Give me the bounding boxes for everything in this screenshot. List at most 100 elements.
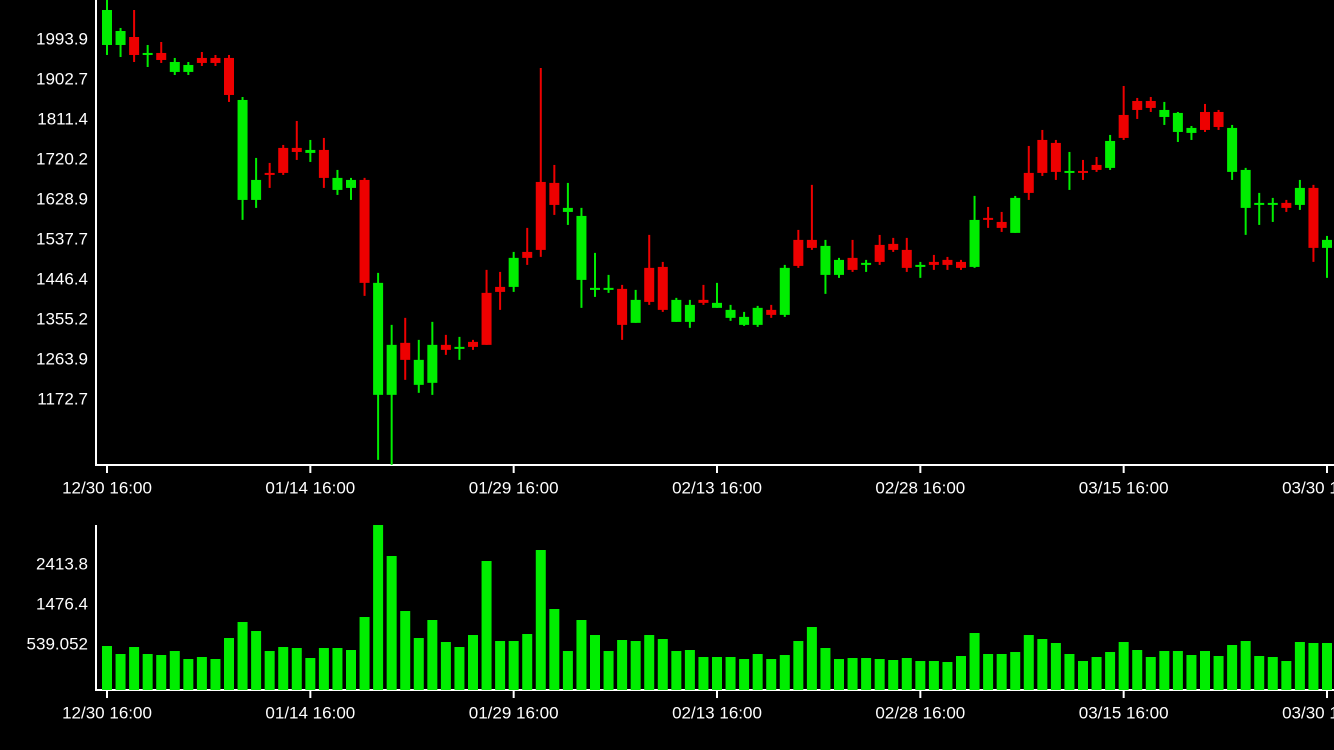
candle-body [1213, 111, 1224, 127]
candle-body [373, 282, 384, 395]
volume-bar [373, 524, 384, 690]
candle-body [549, 182, 560, 205]
volume-bar [725, 657, 736, 690]
candle-body [440, 344, 451, 350]
candle-body [1322, 239, 1332, 248]
candle-body [698, 299, 709, 303]
volume-bar [549, 608, 560, 690]
volume-bar [942, 661, 953, 690]
y-tick-label: 1172.7 [37, 390, 88, 409]
candle-body [291, 147, 302, 152]
candle-body [1091, 164, 1102, 170]
candle-body [752, 307, 763, 325]
candle-body [590, 287, 600, 290]
volume-bar [1023, 635, 1034, 690]
volume-bar [644, 635, 655, 690]
candle-body [861, 262, 872, 265]
volume-bar [156, 655, 167, 690]
candle-body [183, 64, 194, 72]
y-tick-label: 1628.9 [36, 189, 88, 208]
volume-bar [535, 549, 546, 690]
candle-body [644, 267, 655, 302]
volume-bar [752, 654, 763, 690]
candle-body [1159, 109, 1170, 117]
candle-body [1281, 202, 1292, 208]
volume-bar [779, 655, 790, 690]
volume-bar [983, 654, 994, 690]
candle-body [956, 261, 966, 268]
candle-body [413, 359, 424, 385]
candle-body [888, 243, 899, 250]
candle-body [847, 257, 858, 270]
candle-body [468, 341, 478, 347]
volume-bar [427, 620, 438, 690]
volume-bar [901, 658, 912, 690]
volume-bar [928, 661, 939, 690]
volume-bar [413, 637, 424, 690]
candle-body [562, 207, 573, 212]
candle-body [1037, 139, 1048, 173]
volume-bar [684, 649, 695, 690]
candle-body [1308, 187, 1319, 248]
candle-body [129, 37, 140, 55]
candle-body [915, 264, 926, 267]
volume-bar [1213, 655, 1224, 690]
candle-body [400, 342, 411, 360]
volume-bar [603, 651, 614, 690]
candle-body [454, 346, 465, 349]
volume-bar [820, 648, 831, 690]
volume-bar [183, 658, 194, 690]
candle-body [1254, 202, 1265, 205]
volume-bar [630, 640, 641, 690]
y-tick-label: 1720.2 [36, 149, 88, 168]
volume-bar [332, 648, 343, 690]
volume-bar [400, 611, 411, 690]
volume-bar [576, 620, 587, 690]
volume-bar [1200, 651, 1210, 690]
candle-body [1227, 127, 1238, 172]
volume-bar [739, 658, 750, 690]
volume-bar [888, 660, 899, 690]
volume-bar [1118, 641, 1129, 690]
volume-bar [1078, 661, 1088, 690]
volume-bar [1172, 651, 1183, 690]
volume-bar [278, 646, 289, 690]
candle-body [1186, 127, 1197, 133]
volume-bar [129, 646, 140, 690]
volume-bar [1267, 657, 1278, 690]
volume-bar [874, 658, 885, 690]
candle-body [684, 304, 695, 322]
candle-body [834, 259, 844, 275]
volume-bar [1227, 644, 1238, 690]
candle-body [305, 149, 316, 153]
volume-bar [1010, 652, 1021, 690]
candle-body [617, 288, 628, 325]
candle-body [156, 52, 167, 60]
x-tick-label: 02/28 16:00 [875, 703, 965, 722]
candle-body [671, 299, 682, 322]
candle-body [481, 292, 492, 345]
volume-bar [440, 641, 451, 690]
volume-bar [1037, 638, 1048, 690]
volume-bar [210, 658, 221, 690]
x-tick-label: 03/30 16:00 [1282, 703, 1334, 722]
candle-body [237, 99, 248, 200]
candle-body [535, 181, 546, 250]
volume-bar [698, 657, 709, 690]
volume-bar [318, 648, 329, 690]
volume-bar [386, 555, 397, 690]
candle-body [942, 259, 953, 265]
candle-body [210, 57, 221, 63]
candle-body [1078, 170, 1088, 173]
x-tick-label: 12/30 16:00 [62, 703, 152, 722]
volume-bar [468, 635, 478, 690]
candle-body [1118, 114, 1129, 138]
candle-body [1172, 112, 1183, 132]
volume-bar [1091, 657, 1102, 690]
x-tick-label: 03/15 16:00 [1079, 478, 1169, 497]
candle-body [766, 309, 777, 315]
volume-bar [481, 560, 492, 690]
volume-bar [671, 651, 682, 690]
y-tick-label: 2413.8 [36, 554, 88, 573]
candle-body [1200, 111, 1210, 130]
